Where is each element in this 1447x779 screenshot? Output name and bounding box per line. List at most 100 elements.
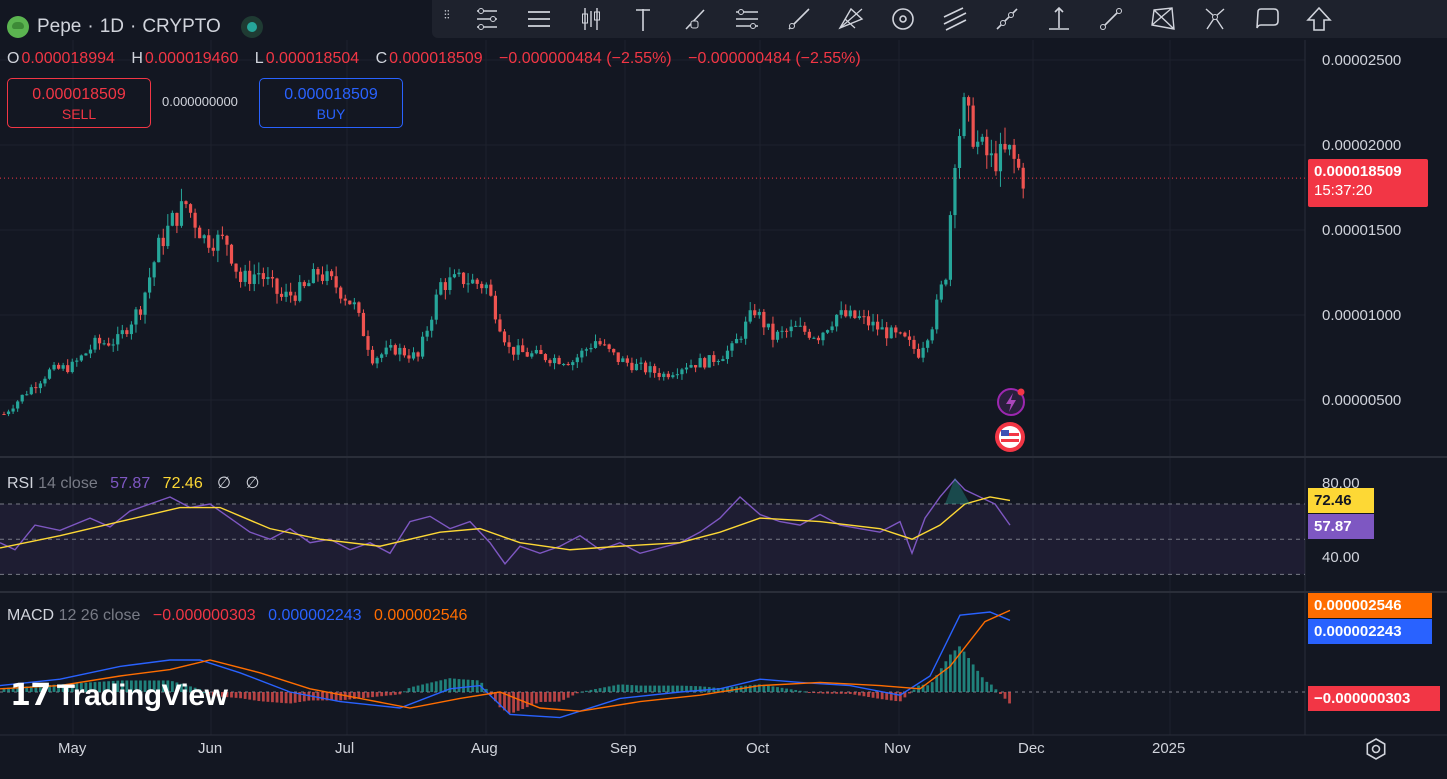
candle-body xyxy=(703,358,707,368)
candle-body xyxy=(1021,167,1025,189)
macd-histogram-bar xyxy=(753,684,757,692)
market-open-icon xyxy=(240,16,263,38)
candle-body xyxy=(689,365,693,368)
candle-body xyxy=(334,276,338,288)
candle-body xyxy=(621,358,625,362)
event-flash-icon[interactable] xyxy=(995,385,1029,424)
crosshair-lines-icon[interactable] xyxy=(472,4,502,34)
fib-icon[interactable] xyxy=(836,4,866,34)
parallel-channel-icon[interactable] xyxy=(732,4,762,34)
macd-histogram-bar xyxy=(594,689,597,692)
price-axis-label: 0.00002500 xyxy=(1322,52,1402,69)
symbol-title[interactable]: Pepe · 1D · CRYPTO xyxy=(7,16,263,38)
candle-body xyxy=(589,347,593,350)
macd-histogram-bar xyxy=(671,685,675,692)
macd-histogram-bar xyxy=(653,685,657,692)
macd-histogram-bar xyxy=(330,692,333,701)
candle-body xyxy=(311,269,315,284)
us-economic-event-icon[interactable] xyxy=(993,421,1031,460)
macd-histogram-bar xyxy=(298,692,302,703)
candle-body xyxy=(912,339,916,349)
macd-histogram-bar xyxy=(1003,692,1007,699)
tradingview-logo-icon: 𝟭𝟳 xyxy=(10,679,51,712)
macd-histogram-bar xyxy=(152,680,156,692)
trend-line-icon[interactable] xyxy=(784,4,814,34)
candle-body xyxy=(352,302,356,305)
circle-icon[interactable] xyxy=(888,4,918,34)
macd-histogram-bar xyxy=(534,692,538,704)
candle-body xyxy=(944,279,948,285)
buy-button[interactable]: 0.000018509 BUY xyxy=(259,78,403,128)
candle-body xyxy=(102,343,106,345)
candle-body xyxy=(675,374,679,376)
macd-histogram-bar xyxy=(607,686,611,692)
macd-histogram-bar xyxy=(357,692,361,699)
candle-body xyxy=(330,271,334,277)
regression-icon[interactable] xyxy=(940,4,970,34)
ray-icon[interactable] xyxy=(680,4,710,34)
candle-body xyxy=(985,136,989,156)
arrow-up-icon[interactable] xyxy=(1304,4,1334,34)
candle-body xyxy=(953,167,957,216)
macd-histogram-bar xyxy=(985,681,989,692)
path-icon[interactable] xyxy=(1096,4,1126,34)
macd-histogram-bar xyxy=(393,692,397,695)
macd-histogram-bar xyxy=(207,692,211,695)
macd-histogram-bar xyxy=(648,685,652,692)
macd-histogram-bar xyxy=(193,687,197,692)
network-icon[interactable] xyxy=(1200,4,1230,34)
macd-histogram-bar xyxy=(830,692,834,694)
macd-histogram-bar xyxy=(939,668,943,692)
polygon-icon[interactable] xyxy=(1148,4,1178,34)
candle-body xyxy=(930,329,934,341)
us-flag-icon xyxy=(995,422,1025,452)
watermark-text: TradingView xyxy=(56,678,228,712)
candle-body xyxy=(534,350,538,354)
macd-histogram-bar xyxy=(848,692,852,694)
macd-histogram-bar xyxy=(494,692,497,702)
trend-angle-icon[interactable] xyxy=(992,4,1022,34)
macd-histogram-bar xyxy=(889,692,893,701)
rsi-ma-tag: 72.46 xyxy=(1308,488,1374,513)
candle-body xyxy=(571,362,575,366)
candle-body xyxy=(398,347,402,355)
macd-hist-tag: −0.000000303 xyxy=(1308,686,1440,711)
candle-body xyxy=(2,414,6,416)
candle-body xyxy=(93,337,97,350)
candle-body xyxy=(634,363,639,371)
candle-body xyxy=(521,345,525,353)
candle-body xyxy=(889,327,893,339)
macd-histogram-bar xyxy=(416,685,420,692)
sell-button[interactable]: 0.000018509 SELL xyxy=(7,78,151,128)
macd-histogram-bar xyxy=(225,692,229,698)
buy-label: BUY xyxy=(316,106,346,122)
callout-icon[interactable] xyxy=(1252,4,1282,34)
low-value: 0.000018504 xyxy=(265,50,360,67)
candle-body xyxy=(885,327,889,339)
macd-histogram-bar xyxy=(116,680,120,692)
candle-body xyxy=(957,136,962,168)
candle-body xyxy=(507,342,511,347)
macd-histogram-bar xyxy=(261,692,265,702)
macd-hist-value: −0.000000303 xyxy=(152,607,256,624)
macd-histogram-bar xyxy=(266,692,270,702)
candle-body xyxy=(461,272,466,285)
horizontal-lines-icon[interactable] xyxy=(524,4,554,34)
macd-histogram-bar xyxy=(980,677,984,692)
symbol-name: Pepe xyxy=(37,16,82,37)
price-axis-label: 0.00000500 xyxy=(1322,392,1402,409)
macd-signal-tag: 0.000002546 xyxy=(1308,593,1432,618)
candle-body xyxy=(20,394,24,402)
candles-icon[interactable] xyxy=(576,4,606,34)
macd-histogram-bar xyxy=(61,684,65,692)
price-axis-label: 0.00002000 xyxy=(1322,137,1402,154)
anchored-vwap-icon[interactable] xyxy=(1044,4,1074,34)
candle-body xyxy=(16,401,20,409)
vertical-line-icon[interactable] xyxy=(628,4,658,34)
candle-body xyxy=(798,325,802,327)
candle-body xyxy=(971,105,975,147)
macd-histogram-bar xyxy=(239,692,242,699)
candle-body xyxy=(616,352,620,362)
chart-settings-gear-icon[interactable] xyxy=(1364,737,1388,761)
